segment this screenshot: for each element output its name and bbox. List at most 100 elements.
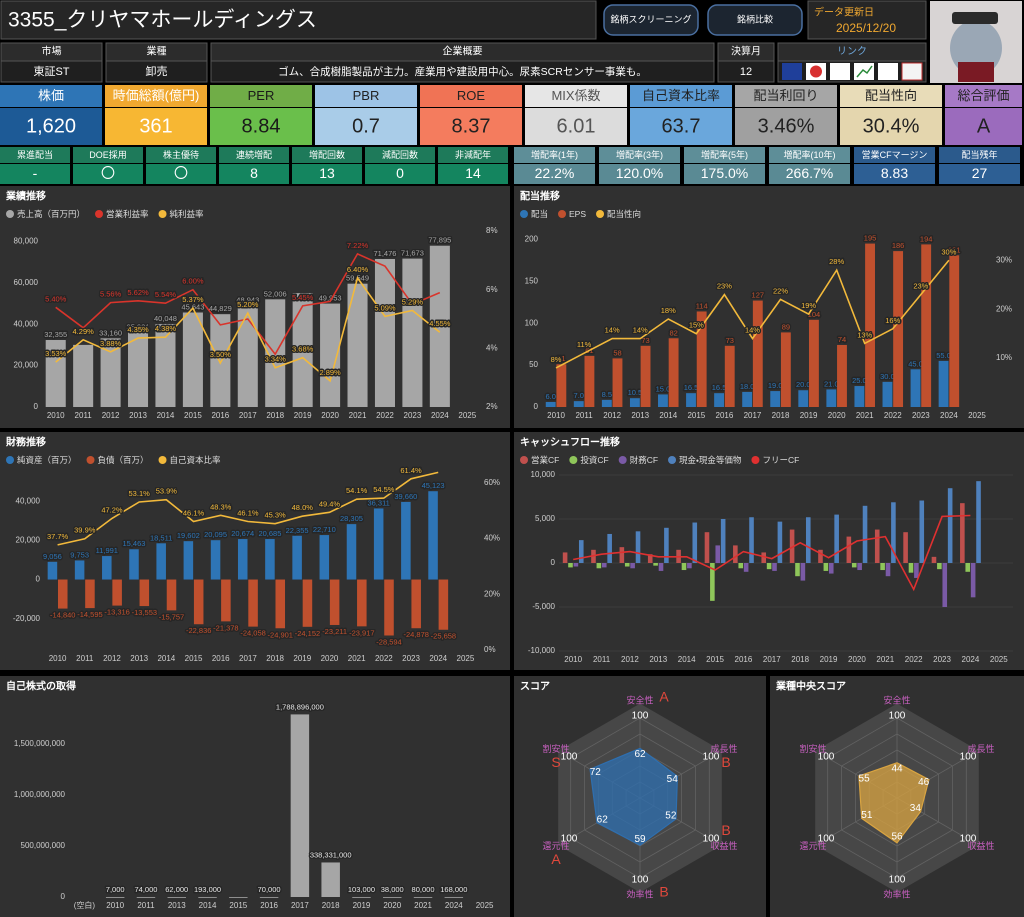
bar xyxy=(568,563,573,568)
link-icon[interactable] xyxy=(901,62,923,81)
data-label: 54.5% xyxy=(373,485,395,494)
metric-value-bg xyxy=(514,164,595,184)
bar xyxy=(73,344,94,407)
bar xyxy=(766,563,772,570)
bar xyxy=(837,344,847,407)
metric-value-bg xyxy=(0,164,70,184)
bar xyxy=(931,556,937,563)
x-tick-label: 2013 xyxy=(130,654,148,663)
y-tick-label: 100 xyxy=(525,318,539,327)
data-label: 33,160 xyxy=(99,328,122,337)
radar-grade: A xyxy=(551,851,561,867)
metric-value-bg xyxy=(365,164,435,184)
screening-button-label[interactable]: 銘柄スクリーニング xyxy=(610,13,691,24)
metric-header-bg xyxy=(0,147,70,163)
bar xyxy=(290,714,310,897)
bar xyxy=(882,381,893,407)
legend-label: 投資CF xyxy=(580,455,608,465)
bar xyxy=(229,897,248,898)
radar-value-label: 46 xyxy=(918,777,930,788)
data-label: 30% xyxy=(941,247,956,256)
metric-label: PBR xyxy=(353,88,380,103)
bar xyxy=(880,563,885,571)
line xyxy=(55,252,441,356)
bar xyxy=(937,563,942,570)
link-icon-mark xyxy=(810,65,822,78)
compare-button[interactable] xyxy=(707,4,803,36)
bar xyxy=(346,524,357,580)
legend-label: EPS xyxy=(569,209,586,219)
bar xyxy=(720,519,726,563)
info-value-bg xyxy=(0,60,103,83)
data-label: 22,710 xyxy=(313,525,336,534)
metric-header-bg xyxy=(630,85,732,107)
screening-button[interactable] xyxy=(603,4,699,36)
x-tick-label: 2025 xyxy=(476,901,494,910)
data-label: 48.0% xyxy=(292,503,314,512)
bar xyxy=(237,539,248,580)
radar-max-label: 100 xyxy=(561,752,578,763)
metric-value: 8.83 xyxy=(881,165,908,181)
bar xyxy=(834,514,839,563)
bar xyxy=(635,531,641,563)
data-label: -24,152 xyxy=(295,629,320,638)
data-label: 194 xyxy=(920,234,933,243)
update-date: 2025/12/20 xyxy=(836,21,896,35)
bar xyxy=(976,481,981,563)
image-shape xyxy=(952,12,998,24)
bar xyxy=(800,563,806,581)
metric-label: MIX係数 xyxy=(551,88,600,103)
bar xyxy=(292,535,302,580)
compare-button-label[interactable]: 銘柄比較 xyxy=(737,13,773,24)
chart-panel xyxy=(514,432,1024,670)
data-label: -24,901 xyxy=(268,630,293,639)
radar-max-label: 100 xyxy=(889,711,906,722)
legend-label: 自己資本比率 xyxy=(170,455,222,465)
data-label: 8% xyxy=(551,355,562,364)
bar xyxy=(320,303,341,407)
metric-label: 増配率(1年) xyxy=(531,149,578,160)
metric-label: 累進配当 xyxy=(17,149,53,160)
y-tick-label: 40,000 xyxy=(14,319,39,328)
metric-label: 配当利回り xyxy=(753,88,818,103)
radar-max-label: 100 xyxy=(632,875,649,886)
metric-value: 120.0% xyxy=(616,165,663,181)
update-box xyxy=(807,0,927,40)
metric-label: DOE採用 xyxy=(89,149,127,160)
radar-axis-label: 効率性 xyxy=(626,888,653,899)
data-label: -21,378 xyxy=(213,623,238,632)
chart-title: 財務推移 xyxy=(5,436,46,449)
bar xyxy=(795,563,800,577)
radar-value-label: 34 xyxy=(910,803,922,814)
link-icon[interactable] xyxy=(830,63,850,80)
bar xyxy=(139,579,150,607)
bar xyxy=(383,896,402,898)
metric-value: 8.84 xyxy=(242,115,281,137)
y-tick-label: 200 xyxy=(525,234,539,243)
data-label: 193,000 xyxy=(194,885,221,894)
radar-value-label: 62 xyxy=(634,749,646,760)
metric-value-bg xyxy=(105,108,207,145)
metric-value: 22.2% xyxy=(535,165,575,181)
bar xyxy=(352,896,371,898)
data-label: 16.5 xyxy=(684,383,699,392)
link-icon[interactable] xyxy=(878,63,898,80)
x-tick-label: 2015 xyxy=(184,411,202,420)
info-label: リンク xyxy=(837,46,867,58)
radar-value-label: 59 xyxy=(634,834,646,845)
bar xyxy=(949,255,960,407)
data-label: 3.53% xyxy=(45,349,67,358)
data-label: 181 xyxy=(948,245,961,254)
bar xyxy=(686,393,696,407)
company-image xyxy=(930,1,1022,83)
line xyxy=(57,471,439,546)
bar xyxy=(893,251,904,407)
x-tick-label: (空白) xyxy=(74,900,96,910)
link-icon[interactable] xyxy=(782,63,802,80)
chart-title: 業種中央スコア xyxy=(775,680,846,693)
x-tick-label: 2021 xyxy=(348,654,366,663)
data-label: 49.4% xyxy=(319,499,341,508)
x-tick-label: 2022 xyxy=(376,411,394,420)
y-tick-label: 10,000 xyxy=(531,470,556,479)
metric-header-bg xyxy=(525,85,627,107)
